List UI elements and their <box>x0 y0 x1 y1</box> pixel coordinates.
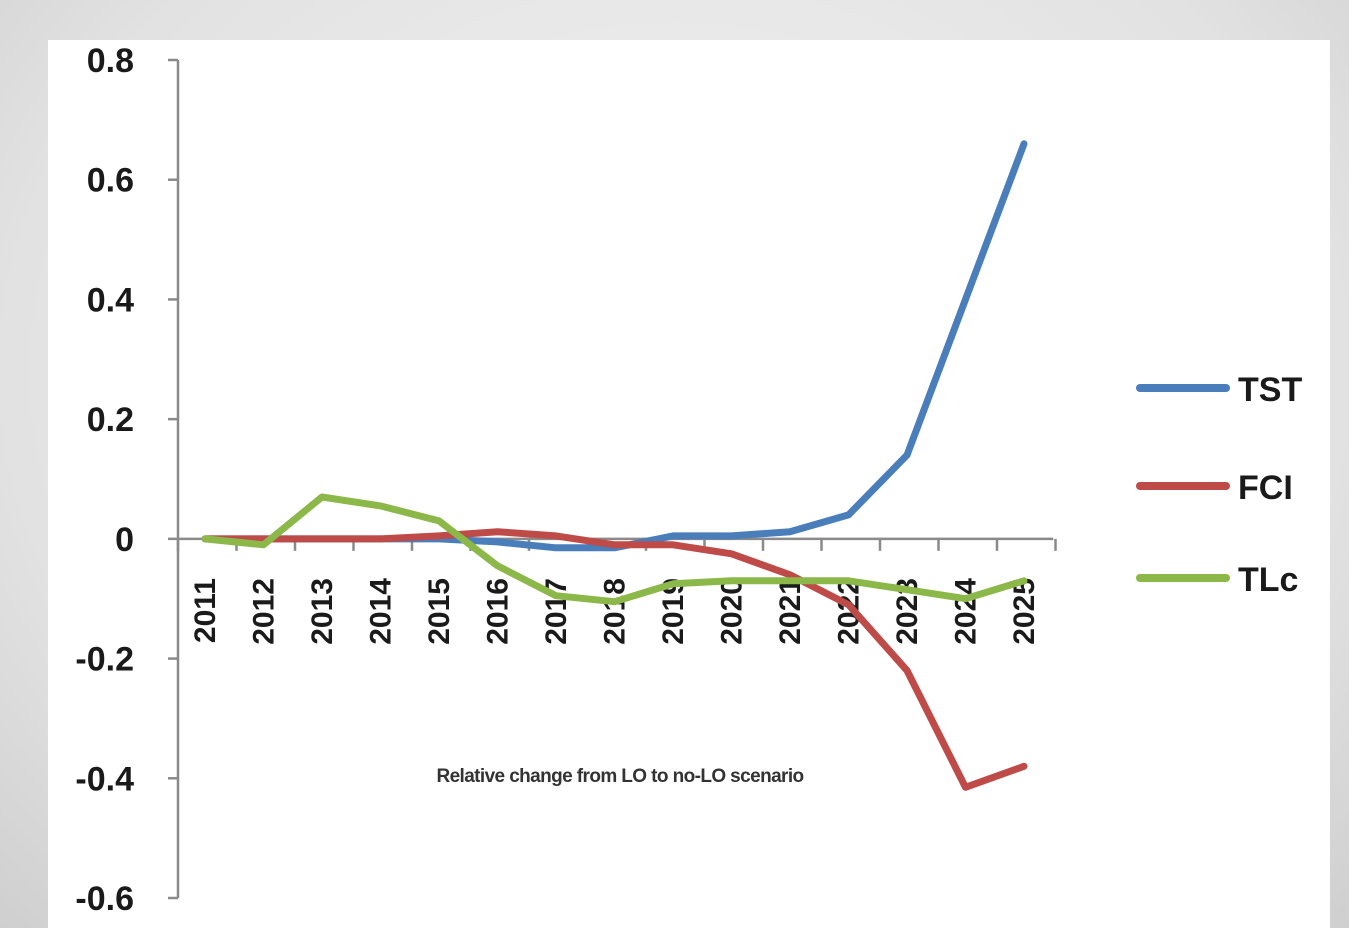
legend-label-fci: FCI <box>1238 469 1293 507</box>
legend-label-tlc: TLc <box>1238 561 1298 599</box>
y-tick-label: 0.4 <box>87 281 134 319</box>
chart-annotation: Relative change from LO to no-LO scenari… <box>436 766 803 787</box>
series-lines <box>201 140 1028 791</box>
chart-panel <box>48 40 1330 928</box>
x-category-label: 2025 <box>1008 578 1041 645</box>
y-tick-label: -0.2 <box>75 641 134 679</box>
y-tick-label: 0.8 <box>87 42 134 80</box>
y-axis-ticks: 0.8 0.6 0.4 0.2 0 -0.2 -0.4 -0.6 <box>75 42 178 918</box>
y-tick-label: 0.6 <box>87 162 134 200</box>
y-tick-label: 0.2 <box>87 401 134 439</box>
x-category-label: 2021 <box>774 578 807 645</box>
y-tick-label: -0.4 <box>75 760 134 798</box>
x-category-label: 2022 <box>833 578 866 645</box>
legend: TST FCI TLc <box>1136 371 1302 599</box>
x-category-label: 2015 <box>423 578 456 645</box>
series-line-tlc <box>201 493 1028 606</box>
x-category-label: 2013 <box>306 578 339 645</box>
x-category-label: 2016 <box>482 578 515 645</box>
y-tick-label: 0 <box>115 521 134 559</box>
series-line-fci <box>201 528 1028 791</box>
x-category-label: 2012 <box>248 578 281 645</box>
legend-label-tst: TST <box>1238 371 1302 409</box>
y-tick-label: -0.6 <box>75 880 134 918</box>
x-category-label: 2018 <box>599 578 632 645</box>
x-category-label: 2014 <box>365 578 398 645</box>
x-category-label: 2024 <box>950 578 983 645</box>
x-category-label: 2011 <box>189 578 222 643</box>
series-line-tst <box>201 140 1028 552</box>
x-category-label: 2020 <box>716 578 749 645</box>
